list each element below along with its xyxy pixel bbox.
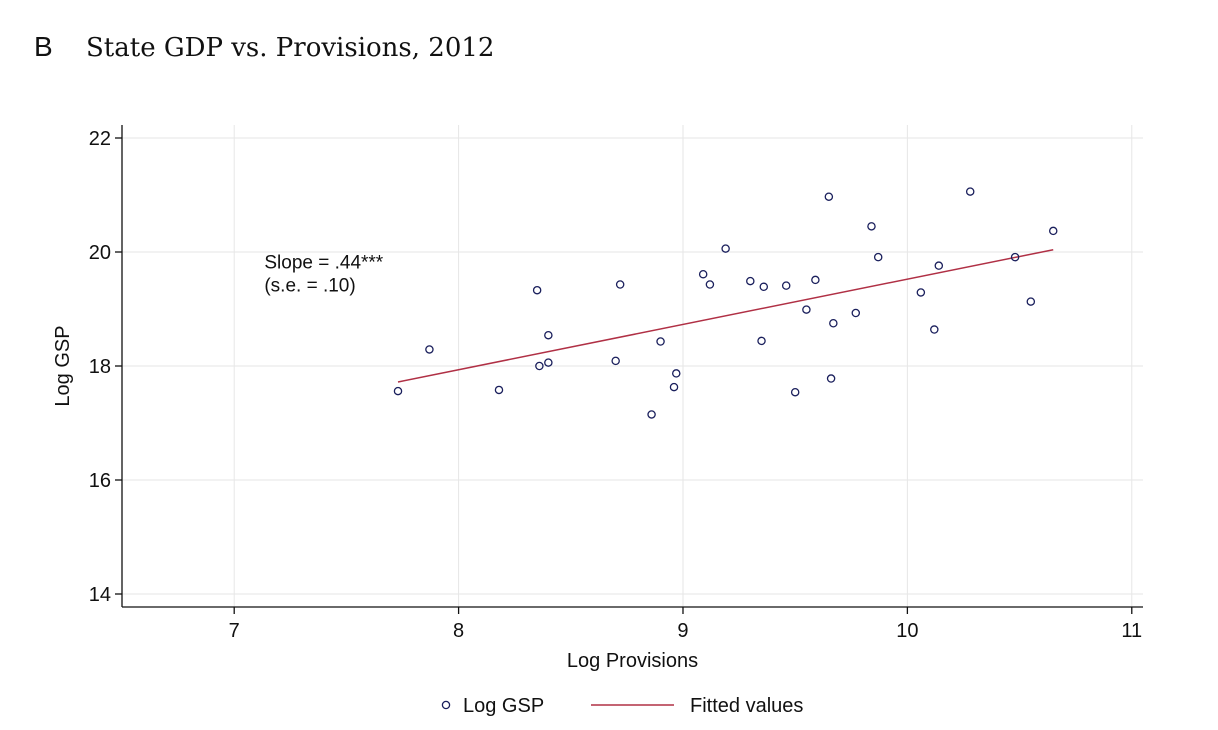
se-annotation: (s.e. = .10) — [264, 275, 355, 296]
legend-marker-icon — [441, 700, 451, 710]
data-point — [826, 374, 836, 383]
data-point — [532, 285, 542, 295]
y-tick-label: 22 — [89, 128, 111, 150]
data-point — [934, 261, 944, 270]
data-point — [544, 330, 553, 340]
data-point — [965, 187, 975, 196]
y-axis-label: Log GSP — [52, 325, 74, 406]
legend: Log GSP Fitted values — [441, 695, 803, 717]
data-point — [669, 382, 679, 392]
x-tick-label: 9 — [677, 620, 688, 642]
data-point — [873, 252, 883, 262]
data-point — [811, 275, 820, 285]
data-point — [656, 337, 665, 346]
x-axis-label: Log Provisions — [567, 650, 698, 672]
data-point — [698, 269, 708, 279]
legend-label-log-gsp: Log GSP — [463, 695, 544, 717]
data-point — [647, 410, 656, 419]
data-point — [494, 385, 504, 395]
data-point — [721, 244, 730, 253]
data-point — [829, 318, 838, 328]
slope-annotation: Slope = .44*** — [264, 252, 383, 273]
data-point — [535, 361, 544, 371]
x-tick-label: 8 — [453, 620, 464, 642]
data-point — [1026, 297, 1036, 306]
fitted-line-group — [397, 248, 1054, 383]
data-point — [672, 369, 681, 378]
x-tick-label: 7 — [229, 620, 240, 642]
data-point — [393, 386, 403, 396]
data-point — [1010, 252, 1020, 262]
y-tick-label: 20 — [89, 242, 111, 264]
data-point — [824, 192, 834, 201]
data-point — [930, 325, 939, 334]
data-point — [790, 387, 800, 397]
panel-letter: B — [34, 31, 53, 62]
fitted-values-line — [397, 248, 1054, 383]
data-point — [1048, 226, 1058, 236]
y-tick-label: 18 — [89, 356, 111, 378]
y-tick-label: 16 — [89, 470, 111, 492]
data-point — [851, 308, 861, 318]
grid-lines — [122, 125, 1143, 607]
data-point — [425, 345, 434, 354]
chart-title: State GDP vs. Provisions, 2012 — [86, 33, 495, 63]
data-point — [615, 280, 625, 289]
data-point — [757, 336, 766, 346]
data-point — [867, 222, 876, 231]
data-point — [781, 281, 791, 290]
y-tick-label: 14 — [89, 584, 111, 606]
data-point — [544, 358, 553, 367]
legend-label-fitted-values: Fitted values — [690, 695, 803, 717]
axes: 14 16 18 20 22 7 8 9 10 11 — [89, 125, 1143, 642]
scatter-points — [393, 187, 1058, 419]
data-point — [802, 305, 811, 314]
data-point — [916, 288, 926, 297]
data-point — [746, 276, 755, 286]
x-tick-label: 10 — [896, 620, 918, 642]
data-point — [759, 282, 769, 292]
axis-labels: Log Provisions Log GSP Slope = .44*** (s… — [52, 252, 698, 672]
data-point — [611, 356, 620, 366]
data-point — [705, 280, 715, 289]
x-tick-label: 11 — [1121, 620, 1142, 642]
